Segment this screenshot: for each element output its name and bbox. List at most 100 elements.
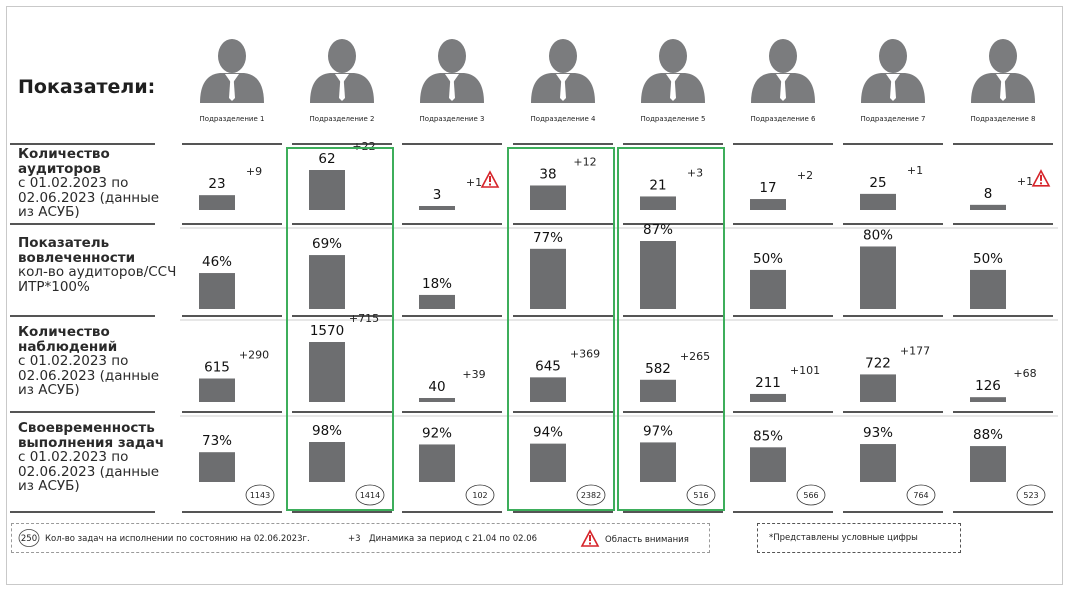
value-label: 21 [649, 177, 666, 193]
bar [750, 447, 786, 482]
value-label: 23 [208, 176, 225, 192]
delta-label: +9 [246, 165, 262, 178]
bar [860, 246, 896, 309]
person-icon [531, 39, 595, 103]
bar [640, 196, 676, 210]
value-label: 722 [865, 355, 891, 371]
department-label: Подразделение 6 [751, 115, 816, 123]
delta-label: +39 [462, 368, 485, 381]
bar [750, 199, 786, 210]
bar [970, 269, 1006, 309]
value-label: 25 [869, 175, 886, 191]
bar [309, 342, 345, 402]
value-label: 92% [422, 425, 452, 441]
department-label: Подразделение 3 [420, 115, 485, 123]
value-label: 8 [984, 186, 993, 202]
value-label: 69% [312, 236, 342, 252]
task-count-label: 764 [913, 491, 928, 500]
legend: 250 Кол-во задач на исполнении по состоя… [11, 523, 710, 553]
bar [530, 185, 566, 210]
person-icon [751, 39, 815, 103]
delta-label: +101 [790, 364, 820, 377]
delta-label: +265 [680, 350, 710, 363]
bar [419, 294, 455, 309]
row-subtitle: с 01.02.2023 по 02.06.2023 (данные из АС… [18, 353, 160, 398]
bar [970, 204, 1006, 210]
highlight-frame [507, 147, 615, 511]
bar [309, 170, 345, 210]
task-count-label: 566 [803, 491, 818, 500]
task-count-marker [576, 484, 606, 506]
value-label: 615 [204, 359, 230, 375]
person-icon [861, 39, 925, 103]
bar [970, 397, 1006, 402]
department-label: Подразделение 7 [861, 115, 926, 123]
bar [530, 377, 566, 402]
delta-label: +1 [907, 164, 923, 177]
delta-label: +3 [687, 166, 703, 179]
person-icon [200, 39, 264, 103]
page-title: Показатели: [18, 76, 156, 98]
bar [640, 241, 676, 309]
value-label: 211 [755, 375, 781, 391]
row-title: Своевременность выполнения задач [18, 420, 165, 451]
delta-label: +290 [239, 348, 269, 361]
bar [860, 374, 896, 402]
row-label-observations: Количество наблюдений с 01.02.2023 по 02… [18, 325, 178, 398]
bar [640, 379, 676, 402]
person-icon [641, 39, 705, 103]
row-label-engagement: Показатель вовлеченности кол-во аудиторо… [18, 236, 178, 294]
bar [530, 248, 566, 309]
task-count-marker [355, 484, 385, 506]
department-label: Подразделение 8 [971, 115, 1036, 123]
task-count-label: 516 [693, 491, 708, 500]
task-count-marker [465, 484, 495, 506]
value-label: 98% [312, 423, 342, 439]
task-count-marker [686, 484, 716, 506]
row-label-auditors: Количество аудиторов с 01.02.2023 по 02.… [18, 147, 178, 220]
legend-delta-text: Динамика за период с 21.04 по 02.06 [369, 534, 537, 544]
bar [419, 444, 455, 482]
row-subtitle: кол-во аудиторов/ССЧ ИТР*100% [18, 264, 177, 295]
task-count-marker [18, 529, 40, 547]
task-count-marker [245, 484, 275, 506]
legend-attention-text: Область внимания [605, 535, 689, 545]
bar [860, 444, 896, 482]
department-label: Подразделение 4 [531, 115, 596, 123]
value-label: 87% [643, 222, 673, 238]
value-label: 17 [759, 180, 776, 196]
highlight-frame [286, 147, 394, 511]
note-text: *Представлены условные цифры [769, 533, 918, 543]
task-count-label: 1414 [360, 491, 380, 500]
task-count-marker [796, 484, 826, 506]
attention-icon [1031, 169, 1051, 187]
person-icon [310, 39, 374, 103]
value-label: 97% [643, 423, 673, 439]
legend-sample-delta: +3 [348, 534, 361, 544]
delta-label: +177 [900, 344, 930, 357]
value-label: 3 [433, 187, 442, 203]
value-label: 645 [535, 358, 561, 374]
highlight-frame [617, 147, 725, 511]
row-title: Показатель вовлеченности [18, 235, 136, 266]
task-count-label: 102 [472, 491, 487, 500]
delta-label: +22 [352, 140, 375, 153]
row-subtitle: с 01.02.2023 по 02.06.2023 (данные из АС… [18, 175, 160, 220]
delta-label: +12 [573, 155, 596, 168]
value-label: 38 [539, 166, 556, 182]
row-title: Количество аудиторов [18, 146, 110, 177]
person-icon [971, 39, 1035, 103]
delta-label: +715 [349, 312, 379, 325]
value-label: 88% [973, 427, 1003, 443]
value-label: 50% [753, 251, 783, 267]
delta-label: +1 [466, 176, 482, 189]
value-label: 18% [422, 276, 452, 292]
value-label: 40 [428, 379, 445, 395]
bar [750, 269, 786, 309]
bar [309, 442, 345, 482]
bar [640, 442, 676, 482]
note-box: *Представлены условные цифры [757, 523, 961, 553]
department-label: Подразделение 2 [310, 115, 375, 123]
value-label: 62 [318, 151, 335, 167]
